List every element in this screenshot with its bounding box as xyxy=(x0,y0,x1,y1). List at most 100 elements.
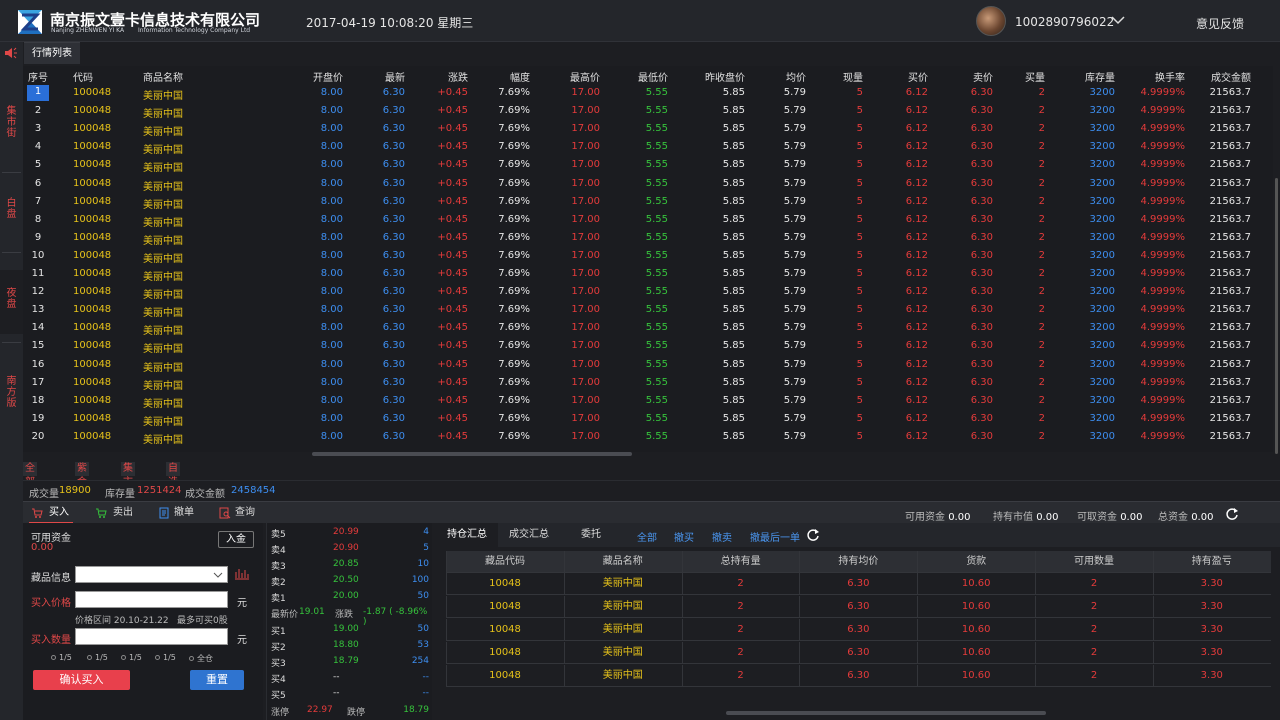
ratio-option[interactable]: 1/5 xyxy=(87,653,108,662)
tab-market-list[interactable]: 行情列表 xyxy=(24,42,80,64)
category-all[interactable]: 全部商品 xyxy=(23,462,37,516)
table-row[interactable]: 9 100048 美丽中国 8.00 6.30 +0.45 7.69% 17.00 5.55 5.… xyxy=(23,229,1273,247)
chart-icon[interactable] xyxy=(234,566,250,580)
vertical-scrollbar[interactable] xyxy=(1275,178,1278,454)
column-header-prev-close[interactable]: 昨收盘价 xyxy=(705,73,745,84)
ask-level[interactable]: 卖5 20.99 4 xyxy=(267,525,433,541)
horizontal-scrollbar[interactable] xyxy=(312,452,632,456)
positions-scrollbar[interactable] xyxy=(726,711,1046,715)
reset-button[interactable]: 重置 xyxy=(190,670,244,690)
positions-row[interactable]: 10048 美丽中国 2 6.30 10.60 2 3.30 xyxy=(446,642,1271,664)
positions-row[interactable]: 10048 美丽中国 2 6.30 10.60 2 3.30 xyxy=(446,573,1271,595)
table-row[interactable]: 10 100048 美丽中国 8.00 6.30 +0.45 7.69% 17.00 5.55 5… xyxy=(23,247,1273,265)
column-header-index[interactable]: 序号 xyxy=(28,73,48,84)
ratio-option[interactable]: 1/5 xyxy=(51,653,72,662)
column-header-bid[interactable]: 买价 xyxy=(908,73,928,84)
column-header-open[interactable]: 开盘价 xyxy=(313,73,343,84)
table-row[interactable]: 17 100048 美丽中国 8.00 6.30 +0.45 7.69% 17.00 5.55 5… xyxy=(23,374,1273,392)
column-header-name[interactable]: 商品名称 xyxy=(143,73,183,84)
table-row[interactable]: 16 100048 美丽中国 8.00 6.30 +0.45 7.69% 17.00 5.55 5… xyxy=(23,356,1273,374)
column-header-change[interactable]: 涨跌 xyxy=(448,73,468,84)
table-row[interactable]: 4 100048 美丽中国 8.00 6.30 +0.45 7.69% 17.00 5.55 5.… xyxy=(23,138,1273,156)
price-input[interactable] xyxy=(75,591,228,608)
ratio-option[interactable]: 全仓 xyxy=(189,653,213,664)
ratio-option[interactable]: 1/5 xyxy=(121,653,142,662)
bid-level[interactable]: 买3 18.79 254 xyxy=(267,654,433,670)
sidebar-tab-south-edition[interactable]: 南方版 xyxy=(0,372,23,412)
table-row[interactable]: 20 100048 美丽中国 8.00 6.30 +0.45 7.69% 17.00 5.55 5… xyxy=(23,428,1273,446)
column-header-volume-now[interactable]: 现量 xyxy=(843,73,863,84)
sidebar-tab-market-street[interactable]: 集市街 xyxy=(0,102,23,152)
tab-position-summary[interactable]: 持仓汇总 xyxy=(436,523,498,547)
link-all[interactable]: 全部 xyxy=(637,533,657,544)
link-cancel-sell[interactable]: 撤卖 xyxy=(712,533,732,544)
table-row[interactable]: 5 100048 美丽中国 8.00 6.30 +0.45 7.69% 17.00 5.55 5.… xyxy=(23,156,1273,174)
tab-cancel-order[interactable]: 撤单 xyxy=(156,502,200,524)
column-header-ask[interactable]: 卖价 xyxy=(973,73,993,84)
bid-level[interactable]: 买4 -- -- xyxy=(267,670,433,686)
column-header-avg[interactable]: 均价 xyxy=(786,73,806,84)
table-row[interactable]: 14 100048 美丽中国 8.00 6.30 +0.45 7.69% 17.00 5.55 5… xyxy=(23,319,1273,337)
column-header-percent[interactable]: 幅度 xyxy=(510,73,530,84)
column-header-bid-qty[interactable]: 买量 xyxy=(1025,73,1045,84)
table-row[interactable]: 2 100048 美丽中国 8.00 6.30 +0.45 7.69% 17.00 5.55 5.… xyxy=(23,102,1273,120)
table-row[interactable]: 7 100048 美丽中国 8.00 6.30 +0.45 7.69% 17.00 5.55 5.… xyxy=(23,193,1273,211)
column-header-amount[interactable]: 成交金额 xyxy=(1211,73,1251,84)
table-row[interactable]: 19 100048 美丽中国 8.00 6.30 +0.45 7.69% 17.00 5.55 5… xyxy=(23,410,1273,428)
link-cancel-last[interactable]: 撤最后一单 xyxy=(750,533,800,544)
category-zijin[interactable]: 紫金石 xyxy=(75,462,89,502)
category-favorites[interactable]: 自选商品 xyxy=(166,462,180,516)
qty-input[interactable] xyxy=(75,628,228,645)
bid-level[interactable]: 买1 19.00 50 xyxy=(267,622,433,638)
chevron-down-icon[interactable] xyxy=(1110,12,1126,28)
column-header-item-code[interactable]: 藏品代码 xyxy=(446,551,563,573)
bid-level[interactable]: 买2 18.80 53 xyxy=(267,638,433,654)
column-header-stock[interactable]: 库存量 xyxy=(1085,73,1115,84)
table-row[interactable]: 18 100048 美丽中国 8.00 6.30 +0.45 7.69% 17.00 5.55 5… xyxy=(23,392,1273,410)
category-market-street[interactable]: 集市街 xyxy=(121,462,135,502)
table-row[interactable]: 6 100048 美丽中国 8.00 6.30 +0.45 7.69% 17.00 5.55 5.… xyxy=(23,175,1273,193)
refresh-icon[interactable] xyxy=(806,528,820,542)
sidebar-tab-night-session[interactable]: 夜盘 xyxy=(0,270,23,334)
table-row[interactable]: 8 100048 美丽中国 8.00 6.30 +0.45 7.69% 17.00 5.55 5.… xyxy=(23,211,1273,229)
positions-row[interactable]: 10048 美丽中国 2 6.30 10.60 2 3.30 xyxy=(446,619,1271,641)
link-cancel-buy[interactable]: 撤买 xyxy=(674,533,694,544)
ask-level[interactable]: 卖1 20.00 50 xyxy=(267,589,433,605)
column-header-pnl[interactable]: 持有盈亏 xyxy=(1152,551,1270,573)
item-select[interactable] xyxy=(75,566,228,583)
sidebar-tab-day-session[interactable]: 白盘 xyxy=(0,194,23,224)
column-header-low[interactable]: 最低价 xyxy=(638,73,668,84)
ask-level[interactable]: 卖2 20.50 100 xyxy=(267,573,433,589)
tab-orders[interactable]: 委托 xyxy=(581,529,601,540)
tab-query[interactable]: 查询 xyxy=(217,502,261,524)
tab-trade-summary[interactable]: 成交汇总 xyxy=(509,529,549,540)
table-row[interactable]: 1 100048 美丽中国 8.00 6.30 +0.45 7.69% 17.00 5.55 5.… xyxy=(23,84,1273,102)
column-header-item-name[interactable]: 藏品名称 xyxy=(563,551,681,573)
column-header-turnover[interactable]: 换手率 xyxy=(1155,73,1185,84)
avatar[interactable] xyxy=(976,6,1006,36)
refresh-icon[interactable] xyxy=(1225,507,1239,521)
positions-row[interactable]: 10048 美丽中国 2 6.30 10.60 2 3.30 xyxy=(446,665,1271,687)
feedback-link[interactable]: 意见反馈 xyxy=(1196,17,1245,31)
table-row[interactable]: 12 100048 美丽中国 8.00 6.30 +0.45 7.69% 17.00 5.55 5… xyxy=(23,283,1273,301)
table-row[interactable]: 15 100048 美丽中国 8.00 6.30 +0.45 7.69% 17.00 5.55 5… xyxy=(23,337,1273,355)
deposit-button[interactable]: 入金 xyxy=(218,531,254,548)
ratio-option[interactable]: 1/5 xyxy=(155,653,176,662)
table-row[interactable]: 13 100048 美丽中国 8.00 6.30 +0.45 7.69% 17.00 5.55 5… xyxy=(23,301,1273,319)
column-header-high[interactable]: 最高价 xyxy=(570,73,600,84)
ask-level[interactable]: 卖4 20.90 5 xyxy=(267,541,433,557)
column-header-last[interactable]: 最新 xyxy=(385,73,405,84)
column-header-avg-price[interactable]: 持有均价 xyxy=(799,551,916,573)
ask-level[interactable]: 卖3 20.85 10 xyxy=(267,557,433,573)
table-row[interactable]: 11 100048 美丽中国 8.00 6.30 +0.45 7.69% 17.00 5.55 5… xyxy=(23,265,1273,283)
column-header-code[interactable]: 代码 xyxy=(73,73,93,84)
table-row[interactable]: 3 100048 美丽中国 8.00 6.30 +0.45 7.69% 17.00 5.55 5.… xyxy=(23,120,1273,138)
speaker-icon[interactable] xyxy=(5,47,18,59)
account-id[interactable]: 1002890796022 xyxy=(1015,15,1115,29)
positions-row[interactable]: 10048 美丽中国 2 6.30 10.60 2 3.30 xyxy=(446,596,1271,618)
confirm-buy-button[interactable]: 确认买入 xyxy=(33,670,130,690)
column-header-available-qty[interactable]: 可用数量 xyxy=(1035,551,1152,573)
column-header-payment[interactable]: 货款 xyxy=(917,551,1034,573)
tab-sell[interactable]: 卖出 xyxy=(93,502,137,524)
bid-level[interactable]: 买5 -- -- xyxy=(267,686,433,702)
